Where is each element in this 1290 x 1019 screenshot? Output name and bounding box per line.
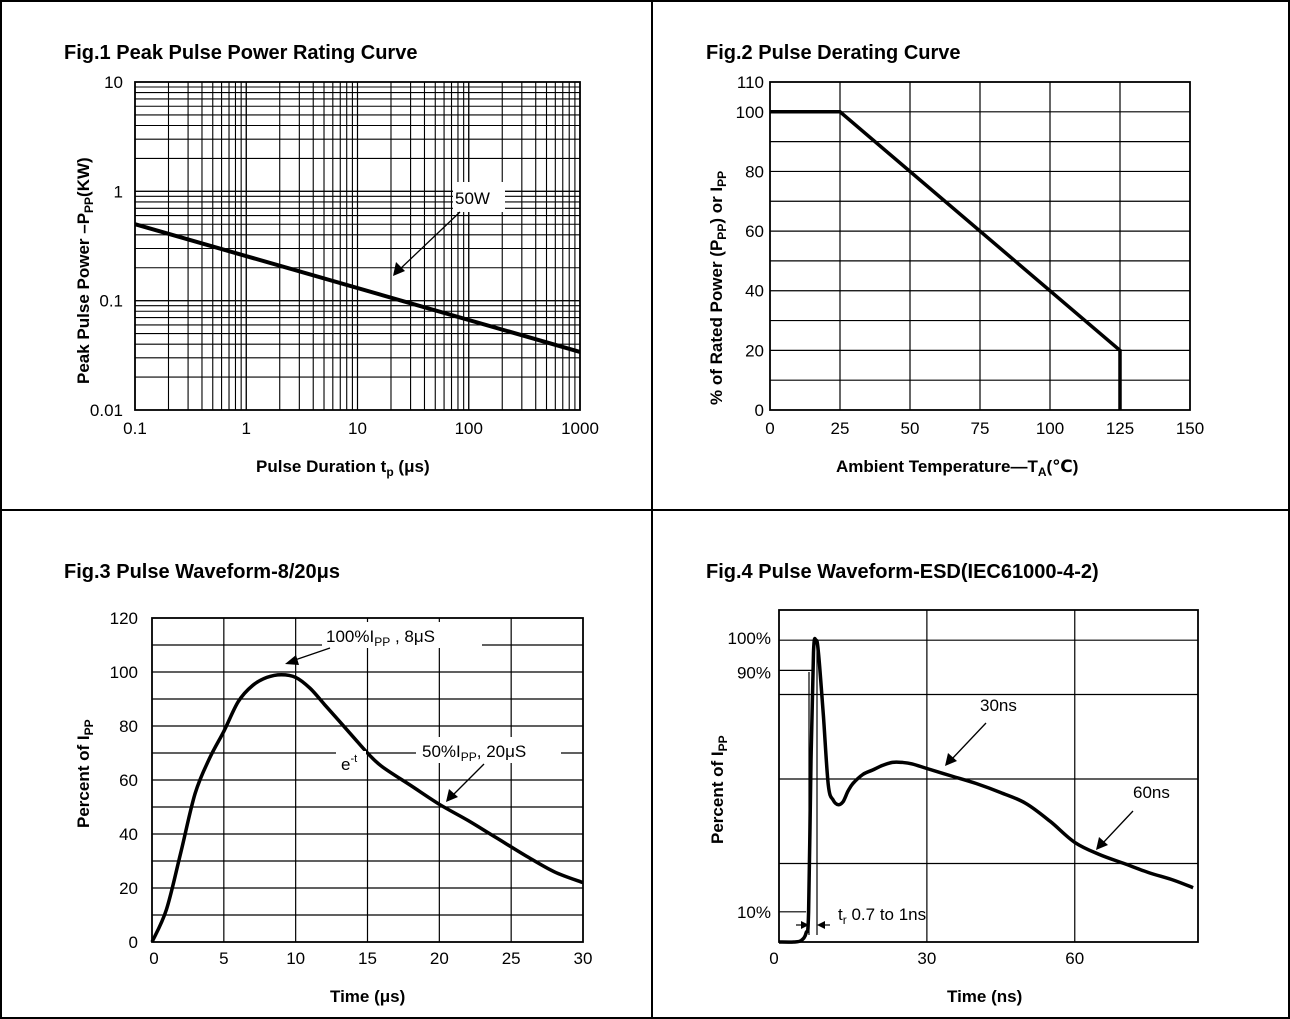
fig3-y-tick-label: 120 (110, 609, 138, 628)
fig2-x-axis-label: Ambient Temperature—TA(℃) (836, 457, 1078, 479)
fig2-y-tick-label: 80 (745, 162, 764, 181)
fig4-title: Fig.4 Pulse Waveform-ESD(IEC61000-4-2) (706, 561, 1099, 583)
fig2-x-tick-label: 75 (971, 419, 990, 438)
fig3-x-tick-label: 25 (502, 949, 521, 968)
fig2-series-line (770, 110, 1122, 410)
fig3-annotation2-box (416, 737, 561, 763)
fig4-chart: Fig.4 Pulse Waveform-ESD(IEC61000-4-2) 0… (706, 561, 1199, 1006)
fig1-x-tick-label: 0.1 (123, 419, 147, 438)
fig3-annotation3-box (336, 751, 366, 773)
fig3-arrowhead-half (446, 789, 458, 802)
fig1-x-axis-label: Pulse Duration tp (μs) (256, 457, 430, 479)
fig1-y-tick-label: 1 (114, 182, 123, 201)
fig2-grid (769, 81, 1191, 411)
fig3-grid (151, 617, 584, 943)
fig3-x-tick-label: 5 (219, 949, 228, 968)
fig2-plot-frame (769, 81, 1191, 411)
fig4-x-tick-label: 60 (1065, 949, 1084, 968)
fig2-title: Fig.2 Pulse Derating Curve (706, 42, 961, 64)
fig1-annotation-50w: 50W (455, 189, 490, 208)
fig3-title: Fig.3 Pulse Waveform-8/20μs (64, 561, 340, 583)
fig2-x-tick-label: 0 (765, 419, 774, 438)
fig3-y-tick-label: 80 (119, 717, 138, 736)
fig4-grid (778, 609, 1199, 943)
fig4-arrow-60ns (1101, 810, 1134, 845)
fig1-x-tick-label: 100 (455, 419, 483, 438)
fig3-arrow-peak (291, 647, 331, 662)
fig3-y-tick-label: 100 (110, 663, 138, 682)
fig1-title: Fig.1 Peak Pulse Power Rating Curve (64, 42, 417, 64)
fig1-arrowhead (393, 262, 405, 276)
fig4-y-tick-label: 90% (737, 663, 771, 682)
fig1-y-tick-label: 10 (104, 73, 123, 92)
fig1-annotation-box (453, 182, 505, 212)
fig4-y-tick-label: 10% (737, 903, 771, 922)
fig1-chart: Fig.1 Peak Pulse Power Rating Curve 0.1 1… (64, 42, 599, 479)
fig4-x-axis-label: Time (ns) (947, 987, 1022, 1006)
fig4-arrow-30ns (950, 722, 987, 761)
fig4-series-line (778, 636, 1194, 944)
fig4-annotation-60ns: 60ns (1133, 783, 1170, 802)
fig4-rise-arrowhead-right (817, 921, 825, 929)
fig4-annotation-rise: tr 0.7 to 1ns (838, 905, 926, 927)
fig2-y-tick-label: 110 (737, 73, 764, 92)
fig1-plot-frame (134, 81, 581, 411)
fig3-x-tick-label: 0 (149, 949, 158, 968)
fig3-y-tick-label: 0 (129, 933, 138, 952)
fig3-x-tick-label: 15 (358, 949, 377, 968)
fig2-y-tick-label: 60 (745, 222, 764, 241)
fig1-annotation-arrow (398, 211, 461, 271)
fig2-x-tick-label: 100 (1036, 419, 1064, 438)
fig3-x-tick-label: 30 (574, 949, 593, 968)
fig3-chart: Fig.3 Pulse Waveform-8/20μs 0 5 10 15 20 25 30… (64, 561, 592, 1006)
fig2-x-tick-label: 25 (831, 419, 850, 438)
fig1-x-tick-label: 1 (242, 419, 251, 438)
fig1-grid (134, 81, 581, 411)
fig3-y-tick-label: 20 (119, 879, 138, 898)
fig3-annotation1-box (322, 622, 482, 648)
fig1-y-tick-label: 0.1 (99, 292, 123, 311)
fig4-plot-frame (778, 609, 1199, 943)
fig1-x-tick-label: 1000 (561, 419, 599, 438)
fig2-ticks: 0 25 50 75 100 125 150 0 20 40 60 80 100 110 (736, 73, 1205, 438)
fig3-y-axis-label: Percent of IPP (74, 719, 96, 828)
fig4-y-axis-label: Percent of IPP (708, 735, 730, 844)
fig2-x-tick-label: 125 (1106, 419, 1134, 438)
fig3-annotation-half: 50%IPP, 20μS (422, 742, 526, 764)
fig1-y-axis-label: Peak Pulse Power –PPP(KW) (74, 157, 96, 384)
fig3-ticks: 0 5 10 15 20 25 30 0 20 40 60 80 100 120 (110, 609, 593, 968)
fig2-y-tick-label: 100 (736, 103, 764, 122)
fig4-x-tick-label: 30 (917, 949, 936, 968)
fig4-annotation-30ns: 30ns (980, 696, 1017, 715)
fig3-plot-frame (151, 617, 584, 943)
fig2-chart: Fig.2 Pulse Derating Curve 0 25 50 75 100 125… (706, 42, 1204, 479)
fig3-annotation-peak: 100%IPP , 8μS (326, 627, 435, 649)
fig3-arrowhead-peak (285, 655, 299, 665)
fig2-y-tick-label: 20 (745, 341, 764, 360)
fig1-x-tick-label: 10 (348, 419, 367, 438)
fig3-y-tick-label: 60 (119, 771, 138, 790)
fig3-x-axis-label: Time (μs) (330, 987, 405, 1006)
fig4-x-tick-label: 0 (769, 949, 778, 968)
fig4-ticks: 0 30 60 10% 90% 100% (728, 629, 1085, 968)
fig3-x-tick-label: 10 (286, 949, 305, 968)
fig2-x-tick-label: 50 (901, 419, 920, 438)
fig3-series-line (150, 672, 584, 943)
fig1-series-line (134, 222, 581, 354)
fig4-y-tick-label: 100% (728, 629, 771, 648)
fig1-y-tick-label: 0.01 (90, 401, 123, 420)
fig3-arrow-half (451, 763, 485, 797)
fig3-y-tick-label: 40 (119, 825, 138, 844)
fig4-arrowhead-30ns (945, 753, 957, 766)
fig2-y-tick-label: 40 (745, 282, 764, 301)
fig3-annotation-exp: e-t (341, 753, 357, 774)
fig4-rise-arrowhead-left (801, 921, 809, 929)
fig3-x-tick-label: 20 (430, 949, 449, 968)
fig4-arrowhead-60ns (1096, 837, 1108, 850)
fig2-y-axis-label: % of Rated Power (PPP) or IPP (707, 171, 729, 405)
fig2-x-tick-label: 150 (1176, 419, 1204, 438)
fig2-y-tick-label: 0 (755, 401, 764, 420)
